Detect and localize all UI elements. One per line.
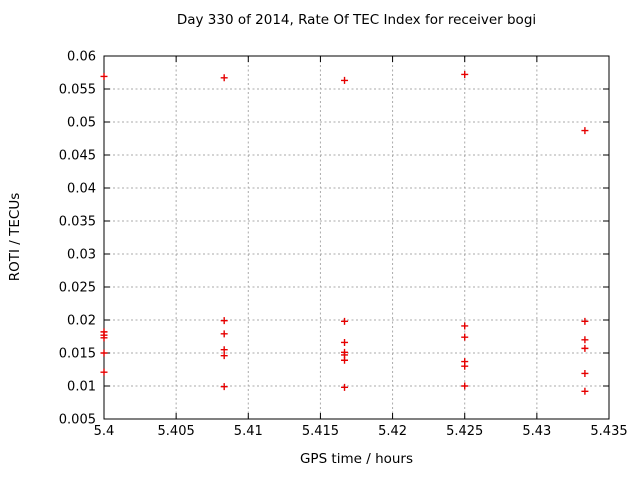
data-point-marker	[341, 338, 349, 346]
data-point-marker	[461, 382, 469, 390]
x-tick-label: 5.425	[446, 424, 483, 439]
y-tick-label: 0.05	[67, 116, 96, 131]
data-point-marker	[461, 333, 469, 341]
data-point-marker	[341, 383, 349, 391]
y-tick-label: 0.04	[67, 182, 96, 197]
y-tick-label: 0.035	[59, 215, 96, 230]
data-point-marker	[461, 322, 469, 330]
data-point-marker	[461, 362, 469, 370]
x-tick-label: 5.43	[522, 424, 551, 439]
y-tick-label: 0.03	[67, 248, 96, 263]
x-tick-label: 5.405	[158, 424, 195, 439]
data-point-marker	[581, 387, 589, 395]
data-point-marker	[220, 317, 228, 325]
data-point-marker	[220, 383, 228, 391]
data-point-marker	[581, 127, 589, 135]
chart-title: Day 330 of 2014, Rate Of TEC Index for r…	[176, 12, 537, 28]
y-tick-label: 0.015	[59, 347, 96, 362]
y-tick-label: 0.01	[67, 380, 96, 395]
data-point-marker	[341, 356, 349, 364]
data-point-marker	[220, 74, 228, 82]
data-point-marker	[581, 317, 589, 325]
y-tick-label: 0.02	[67, 314, 96, 329]
data-point-marker	[220, 330, 228, 338]
y-tick-label: 0.005	[59, 413, 96, 428]
x-tick-label: 5.4	[94, 424, 115, 439]
data-point-marker	[341, 317, 349, 325]
data-point-marker	[100, 72, 108, 80]
x-tick-label: 5.41	[234, 424, 263, 439]
data-point-marker	[581, 336, 589, 344]
data-point-marker	[461, 70, 469, 78]
y-tick-label: 0.055	[59, 83, 96, 98]
plot-border	[103, 55, 610, 420]
x-tick-label: 5.42	[378, 424, 407, 439]
data-point-marker	[100, 368, 108, 376]
data-point-marker	[341, 76, 349, 84]
data-point-marker	[100, 349, 108, 357]
data-point-marker	[581, 344, 589, 352]
data-point-marker	[220, 346, 228, 354]
x-axis-label: GPS time / hours	[299, 451, 414, 467]
data-point-marker	[581, 369, 589, 377]
y-tick-label: 0.06	[67, 50, 96, 65]
x-tick-label: 5.415	[302, 424, 339, 439]
y-tick-label: 0.045	[59, 149, 96, 164]
x-tick-label: 5.435	[590, 424, 627, 439]
y-tick-label: 0.025	[59, 281, 96, 296]
data-point-marker	[100, 334, 108, 342]
data-point-marker	[220, 352, 228, 360]
